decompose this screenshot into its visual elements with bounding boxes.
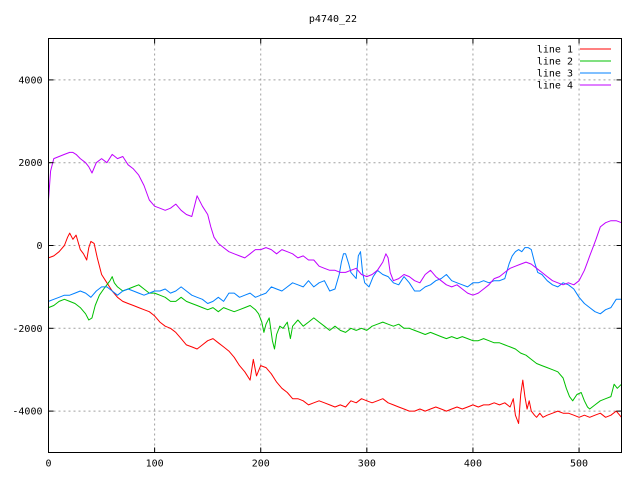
y-tick-label: 0 (36, 241, 42, 252)
legend-label-4: line 4 (537, 81, 573, 92)
x-tick-label: 200 (252, 459, 270, 470)
axis-ticks: 0 100 200 300 400 500 -4000 -2000 0 2000 4000 (12, 38, 622, 470)
legend-label-3: line 3 (537, 69, 573, 80)
x-tick-label: 400 (464, 459, 482, 470)
x-tick-label: 500 (570, 459, 588, 470)
grid (48, 38, 622, 453)
y-tick-label: 4000 (18, 75, 42, 86)
y-tick-label: 2000 (18, 158, 42, 169)
legend-label-2: line 2 (537, 57, 573, 68)
series-line-1 (48, 232, 622, 424)
series-group (48, 151, 622, 424)
y-tick-label: -2000 (12, 324, 42, 335)
x-tick-label: 0 (45, 459, 51, 470)
series-line-4 (48, 151, 622, 296)
series-line-2 (48, 276, 622, 410)
x-tick-label: 300 (358, 459, 376, 470)
legend-label-1: line 1 (537, 45, 573, 56)
x-tick-label: 100 (146, 459, 164, 470)
y-tick-label: -4000 (12, 407, 42, 418)
chart-title: p4740_22 (309, 14, 357, 25)
series-line-3 (48, 247, 622, 315)
